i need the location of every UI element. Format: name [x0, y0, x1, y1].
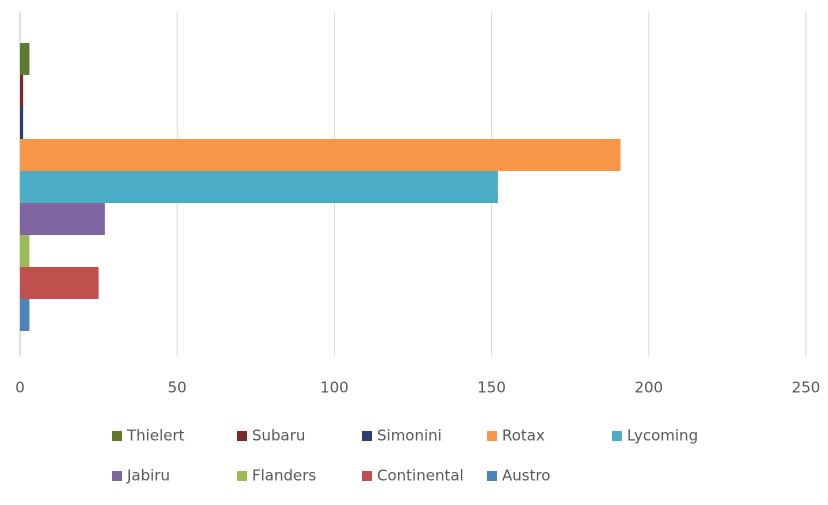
legend-swatch — [237, 431, 247, 441]
legend-swatch — [112, 471, 122, 481]
bar — [20, 235, 30, 267]
bar — [20, 299, 30, 331]
bar — [20, 107, 24, 139]
bar — [20, 139, 621, 171]
legend-label: Lycoming — [627, 427, 698, 445]
legend-label: Austro — [502, 467, 550, 485]
legend-label: Rotax — [502, 427, 545, 445]
legend-swatch — [487, 471, 497, 481]
legend-label: Flanders — [252, 467, 316, 485]
bar — [20, 267, 99, 299]
legend-label: Simonini — [377, 427, 442, 445]
x-tick-label: 0 — [15, 379, 25, 397]
x-tick-label: 200 — [634, 379, 663, 397]
x-tick-label: 100 — [320, 379, 349, 397]
x-tick-label: 250 — [792, 379, 821, 397]
legend-swatch — [362, 471, 372, 481]
legend-swatch — [237, 471, 247, 481]
legend-label: Jabiru — [126, 467, 170, 485]
legend-swatch — [362, 431, 372, 441]
bar — [20, 171, 498, 203]
bar — [20, 203, 105, 235]
legend-swatch — [612, 431, 622, 441]
legend-label: Subaru — [252, 427, 305, 445]
legend-swatch — [112, 431, 122, 441]
bar — [20, 75, 24, 107]
legend-label: Continental — [377, 467, 464, 485]
legend-label: Thielert — [126, 427, 185, 445]
x-tick-label: 150 — [477, 379, 506, 397]
legend-swatch — [487, 431, 497, 441]
x-tick-label: 50 — [168, 379, 187, 397]
bar — [20, 43, 30, 75]
